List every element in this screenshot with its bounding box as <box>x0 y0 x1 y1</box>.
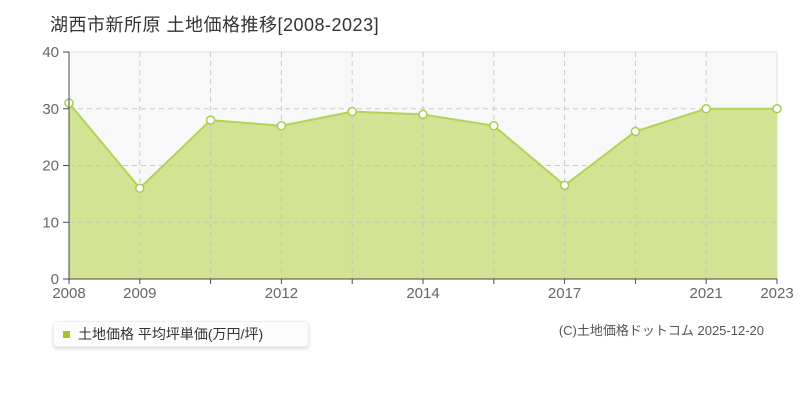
y-tick-label: 40 <box>42 44 59 61</box>
x-tick-label: 2021 <box>690 285 723 302</box>
x-tick-label: 2008 <box>52 285 85 302</box>
data-point-marker <box>630 126 641 137</box>
data-point-marker <box>418 109 428 120</box>
copyright-notice: (C)土地価格ドットコム 2025-12-20 <box>558 323 764 338</box>
legend-swatch-icon <box>63 330 70 338</box>
y-tick-label: 0 <box>51 271 59 288</box>
legend-series-label: 土地価格 平均坪単価(万円/坪) <box>78 326 264 342</box>
data-point-marker <box>205 115 216 125</box>
y-tick-label: 20 <box>42 158 59 175</box>
x-tick-label: 2023 <box>760 285 793 302</box>
data-point-marker <box>489 121 499 131</box>
x-tick-label: 2017 <box>548 285 581 302</box>
data-point-marker <box>135 183 145 193</box>
data-point-marker <box>276 121 287 131</box>
data-point-marker <box>559 180 570 191</box>
data-point-marker <box>347 106 357 117</box>
x-tick-label: 2009 <box>123 285 156 302</box>
data-point-marker <box>772 104 782 114</box>
legend: 土地価格 平均坪単価(万円/坪) <box>53 321 309 347</box>
data-point-marker <box>701 104 711 114</box>
x-tick-label: 2014 <box>406 285 439 302</box>
y-tick-label: 10 <box>42 214 59 231</box>
chart-title: 湖西市新所原 土地価格推移[2008-2023] <box>50 15 380 35</box>
price-trend-area-chart: 0 10 20 30 40 2008 2009 2012 2014 2017 2021 2023 <box>42 44 793 302</box>
y-tick-label: 30 <box>42 101 59 118</box>
x-tick-label: 2012 <box>265 285 298 302</box>
